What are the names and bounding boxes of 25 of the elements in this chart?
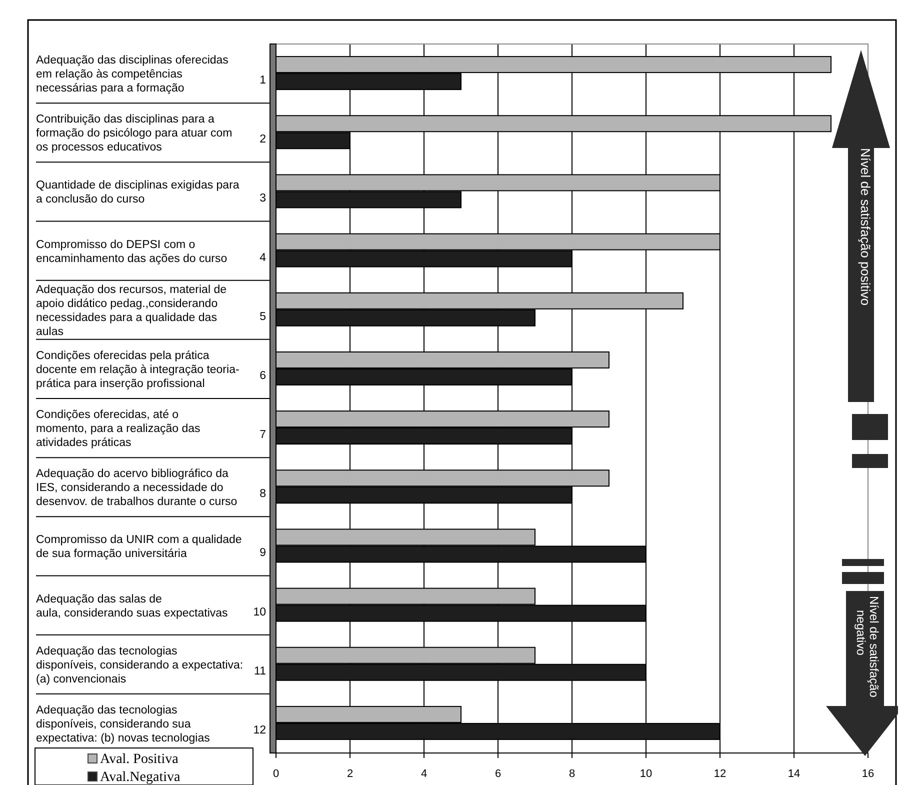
x-tick-label: 2 <box>346 768 354 780</box>
category-label: Adequação dos recursos, material de apoio didático pedag.,considerando necessidades para a qualidade das aulas 5 <box>36 284 266 338</box>
x-tick-label: 10 <box>640 768 652 780</box>
category-label: Adequação das tecnologias disponíveis, considerando a expectativa: (a) convencionais 11 <box>36 645 266 686</box>
category-label: Condições oferecidas, até o momento, para a realização das atividades práticas 7 <box>36 409 266 450</box>
x-tick-label: 4 <box>420 768 428 780</box>
category-label: Contribuição das disciplinas para a formação do psicólogo para atuar com os processos educativos 2 <box>36 114 266 154</box>
category-label: Condições oferecidas pela prática docente em relação à integração teoria- prática para inserção profissional 6 <box>36 350 266 390</box>
legend-label: Aval.Negativa <box>100 770 181 785</box>
x-tick-label: 6 <box>494 768 502 780</box>
category-label: Adequação do acervo bibliográfico da IES, considerando a necessidade do desenvov. de trabalhos durante o curso 8 <box>36 468 266 508</box>
legend-label: Aval. Positiva <box>100 752 180 767</box>
category-label: Adequação das tecnologias disponíveis, considerando sua expectativa: (b) novas tecnologias 12 <box>36 704 266 744</box>
category-label: Adequação das disciplinas oferecidas em relação às competências necessárias para a formação 1 <box>36 54 266 95</box>
category-label: Compromisso do DEPSI com o encaminhamento das ações do curso 4 <box>36 238 266 265</box>
x-tick-label: 16 <box>862 768 874 780</box>
annotation: Nível de satisfação positivo <box>858 148 873 306</box>
category-label: Quantidade de disciplinas exigidas para a conclusão do curso 3 <box>36 180 266 206</box>
x-tick-label: 0 <box>272 768 280 780</box>
category-label: Compromisso da UNIR com a qualidade de sua formação universitária 9 <box>36 534 266 560</box>
x-tick-label: 12 <box>714 768 726 780</box>
x-tick-label: 8 <box>568 768 576 780</box>
annotation: Nível de satisfação negativo <box>854 596 881 698</box>
x-tick-label: 14 <box>788 768 800 780</box>
category-label: Adequação das salas de aula, considerando suas expectativas 10 <box>36 593 266 620</box>
